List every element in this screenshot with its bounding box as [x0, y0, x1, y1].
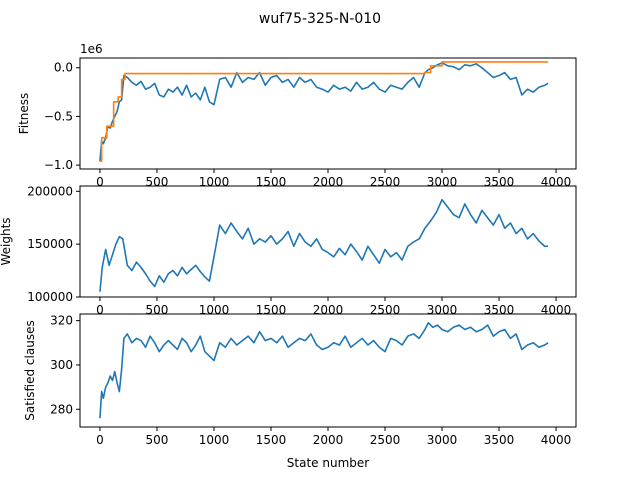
clauses-xtick-label: 4000: [541, 433, 572, 447]
clauses-xtick-label: 1000: [199, 433, 230, 447]
clauses-xtick-label: 2500: [370, 433, 401, 447]
clauses-subplot: 0 500 1000 1500 2000 2500 3000 3500 4000 280 300 32…: [23, 313, 577, 447]
clauses-ytick-label: 300: [50, 358, 73, 372]
fitness-offset-text: 1e6: [80, 42, 103, 56]
fitness-ylabel: Fitness: [17, 93, 31, 135]
weights-xtick-label: 2000: [313, 303, 344, 317]
weights-ytick-label: 100000: [27, 290, 73, 304]
weights-ytick-label: 200000: [27, 184, 73, 198]
clauses-xtick-label: 3500: [484, 433, 515, 447]
weights-xtick-label: 3000: [427, 303, 458, 317]
clauses-xtick-label: 2000: [313, 433, 344, 447]
weights-axes-frame: [79, 185, 577, 298]
weights-xtick-label: 1000: [199, 303, 230, 317]
fitness-ytick-label: −1.0: [44, 158, 73, 172]
weights-xtick-label: 500: [146, 303, 169, 317]
fitness-xtick-label: 2000: [313, 175, 344, 189]
clauses-xtick-label: 0: [96, 433, 104, 447]
clauses-ytick-label: 280: [50, 402, 73, 416]
fitness-series-line-1: [99, 61, 549, 163]
clauses-ticks: 0 500 1000 1500 2000 2500 3000 3500 4000 280 300 32…: [50, 314, 571, 447]
clauses-xtick-label: 500: [146, 433, 169, 447]
clauses-plot-area: [99, 322, 549, 419]
fitness-axes-frame: [79, 57, 577, 170]
weights-xtick-label: 1500: [256, 303, 287, 317]
weights-ytick-label: 150000: [27, 237, 73, 251]
fitness-xtick-label: 3500: [484, 175, 515, 189]
fitness-ytick-label: −0.5: [44, 109, 73, 123]
fitness-plot-area: [99, 61, 549, 163]
clauses-xtick-label: 1500: [256, 433, 287, 447]
clauses-ylabel: Satisfied clauses: [23, 320, 37, 420]
fitness-xtick-label: 1000: [199, 175, 230, 189]
fitness-xtick-label: 2500: [370, 175, 401, 189]
weights-xtick-label: 3500: [484, 303, 515, 317]
fitness-xtick-label: 1500: [256, 175, 287, 189]
fitness-ytick-label: 0.0: [54, 61, 73, 75]
fitness-xtick-label: 3000: [427, 175, 458, 189]
weights-xtick-label: 4000: [541, 303, 572, 317]
clauses-axes-frame: [79, 313, 577, 428]
clauses-series-line-0: [99, 322, 549, 419]
fitness-xtick-label: 500: [146, 175, 169, 189]
weights-xtick-label: 2500: [370, 303, 401, 317]
clauses-ytick-label: 320: [50, 314, 73, 328]
weights-xtick-label: 0: [96, 303, 104, 317]
figure-xlabel: State number: [287, 456, 369, 470]
weights-plot-area: [99, 198, 549, 292]
figure-title: wuf75-325-N-010: [259, 11, 381, 27]
fitness-series-line-0: [99, 62, 549, 162]
fitness-xtick-label: 4000: [541, 175, 572, 189]
weights-ylabel: Weights: [0, 217, 13, 265]
weights-series-line-0: [99, 198, 549, 292]
fitness-xtick-label: 0: [96, 175, 104, 189]
clauses-xtick-label: 3000: [427, 433, 458, 447]
